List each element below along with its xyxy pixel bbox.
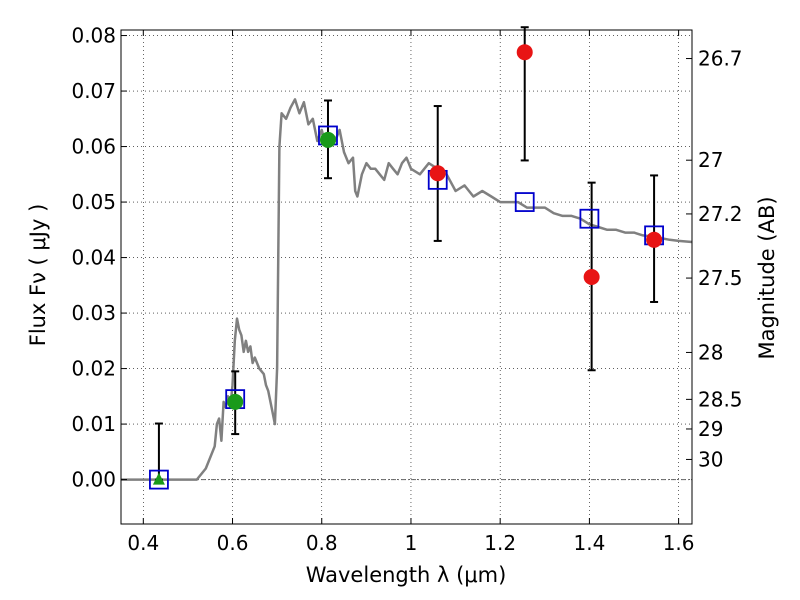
magnitude-tick-label: 27.2 — [698, 202, 743, 226]
y-tick-label: 0.01 — [71, 412, 116, 436]
y-tick-label: 0.04 — [71, 246, 116, 270]
grid-lines — [121, 30, 692, 524]
observed-circle-marker — [646, 231, 663, 248]
observed-circle-marker — [516, 44, 533, 61]
x-tick-label: 0.8 — [306, 531, 338, 555]
y-tick-label: 0.06 — [71, 135, 116, 159]
observed-circle-marker — [319, 131, 336, 148]
y-tick-label: 0.07 — [71, 79, 116, 103]
y-tick-label: 0.03 — [71, 301, 116, 325]
plot-frame — [120, 29, 693, 525]
model-sed-layer — [121, 98, 693, 481]
model-sed-curve — [121, 98, 693, 481]
magnitude-tick-label: 28.5 — [698, 387, 743, 411]
observed-circle-marker — [429, 165, 446, 182]
data-markers — [149, 44, 664, 490]
x-tick-label: 0.4 — [127, 531, 159, 555]
error-bars — [154, 26, 659, 481]
observed-triangle-marker — [152, 472, 165, 485]
magnitude-tick-label: 26.7 — [698, 47, 743, 71]
model-photometry-square — [579, 208, 600, 229]
model-photometry-square — [514, 192, 535, 212]
y-tick-label: 0.00 — [71, 468, 116, 492]
magnitude-tick-label: 28 — [698, 340, 723, 364]
observed-circle-marker — [583, 269, 600, 285]
y-tick-label: 0.05 — [71, 190, 116, 214]
x-tick-label: 1.4 — [573, 531, 605, 555]
y-tick-label: 0.02 — [71, 357, 116, 381]
y-tick-label: 0.08 — [71, 24, 116, 48]
magnitude-tick-label: 30 — [698, 447, 723, 471]
x-tick-label: 1 — [405, 531, 418, 555]
magnitude-tick-label: 27 — [698, 148, 723, 172]
magnitude-axis-label: Magnitude (AB) — [755, 196, 779, 359]
x-tick-label: 1.2 — [484, 531, 516, 555]
x-axis-label: Wavelength λ (μm) — [306, 563, 507, 587]
observed-circle-marker — [227, 393, 244, 410]
model-photometry-square — [149, 469, 169, 490]
x-tick-label: 1.6 — [663, 531, 695, 555]
magnitude-tick-label: 29 — [698, 417, 723, 441]
magnitude-tick-label: 27.5 — [698, 266, 743, 290]
x-tick-label: 0.6 — [217, 531, 249, 555]
axis-ticks: 0.4 0.6 0.8 1 1.2 1.4 1.6 0.00 0.01 0.02 0.03 0.04 0… — [71, 24, 742, 555]
y-axis-label: Flux Fν ( μJy ) — [26, 204, 50, 347]
